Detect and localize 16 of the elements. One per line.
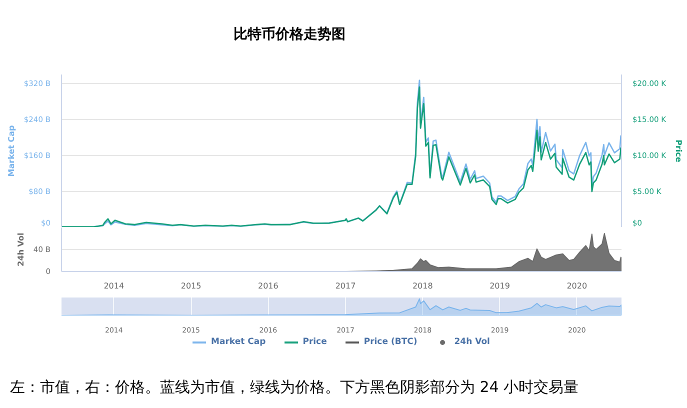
y-axis-title: Market Cap [6,125,16,177]
x-tick-label: 2015 [180,282,202,290]
legend-label: Price [302,337,327,347]
x-tick-label: 2020 [566,282,588,290]
y-axis-title: 24h Vol [16,232,26,266]
legend-label: Market Cap [211,337,266,347]
x-tick-label: 2018 [412,282,433,290]
text: 左：市值，右：价格。蓝线为市值，绿线为价格。下方黑色阴影部分为 24 小时交易量 [10,377,579,398]
x-tick-label: 2017 [335,282,356,290]
y2-axis-title: Price [674,140,684,163]
legend-label: Price (BTC) [364,337,418,347]
x-tick-label: 2014 [104,282,124,290]
x-tick-label: 2019 [490,282,510,290]
legend-label: 24h Vol [454,337,490,347]
x-tick-label: 2016 [258,282,278,290]
chart-title: 比特币价格走势图 [234,26,346,42]
